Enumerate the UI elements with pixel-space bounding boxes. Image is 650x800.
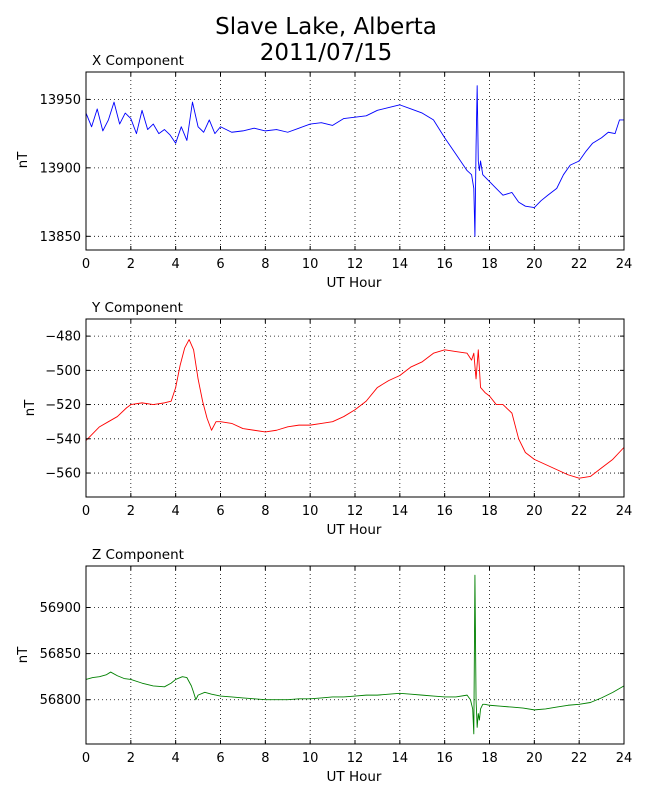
x-tick-label: 4	[172, 504, 180, 519]
x-tick-label: 22	[571, 751, 588, 766]
y-axis-label: nT	[15, 151, 31, 169]
x-tick-label: 10	[302, 751, 319, 766]
y-tick-label: 56800	[40, 693, 81, 708]
y-tick-label: 56850	[40, 647, 81, 662]
x-tick-label: 6	[216, 751, 224, 766]
x-tick-label: 8	[261, 504, 269, 519]
figure-title-line2: 2011/07/15	[260, 40, 393, 66]
x-tick-label: 18	[481, 257, 498, 272]
x-tick-label: 10	[302, 504, 319, 519]
y-axis-label: nT	[15, 646, 31, 664]
y-tick-label: −520	[45, 398, 81, 413]
x-tick-label: 14	[392, 751, 409, 766]
x-tick-label: 8	[261, 751, 269, 766]
x-tick-label: 12	[347, 751, 364, 766]
x-tick-label: 20	[526, 257, 543, 272]
series-line	[85, 85, 624, 237]
y-tick-label: 13850	[40, 230, 81, 245]
x-tick-label: 14	[392, 257, 409, 272]
series-line	[85, 574, 625, 735]
panel-title: Y Component	[91, 300, 183, 316]
z-component-panel: Z Component UT Hour nT 0 2 4 6 8 10 12 14 16 18 20…	[15, 547, 632, 785]
panel-title: Z Component	[92, 547, 184, 563]
x-axis-label: UT Hour	[327, 275, 382, 291]
y-component-panel: Y Component UT Hour nT 0 2 4 6 8 10 12 14 16 18 20…	[22, 300, 632, 538]
y-tick-label: −500	[45, 364, 81, 379]
y-tick-label: 13950	[40, 93, 81, 108]
x-tick-label: 4	[172, 257, 180, 272]
x-tick-label: 18	[481, 751, 498, 766]
x-tick-label: 22	[571, 504, 588, 519]
x-tick-label: 22	[571, 257, 588, 272]
y-tick-label: −540	[45, 432, 81, 447]
x-tick-label: 14	[392, 504, 409, 519]
series-line	[85, 339, 625, 479]
y-tick-label: 56900	[40, 601, 81, 616]
x-tick-label: 16	[436, 504, 453, 519]
y-tick-label: −560	[45, 467, 81, 482]
x-tick-label: 16	[436, 751, 453, 766]
x-tick-label: 8	[261, 257, 269, 272]
x-tick-label: 20	[526, 751, 543, 766]
x-tick-label: 24	[616, 751, 633, 766]
panel-title: X Component	[92, 53, 184, 69]
y-axis-label: nT	[22, 399, 38, 417]
x-component-panel: X Component UT Hour nT 0 2 4 6 8 10 12 14 16 18 20…	[15, 53, 632, 291]
x-tick-label: 0	[82, 257, 90, 272]
x-axis-label: UT Hour	[327, 522, 382, 538]
x-tick-label: 12	[347, 257, 364, 272]
x-tick-label: 24	[616, 504, 633, 519]
x-tick-label: 6	[216, 504, 224, 519]
x-tick-label: 4	[172, 751, 180, 766]
x-tick-label: 6	[216, 257, 224, 272]
x-tick-label: 2	[127, 257, 135, 272]
x-tick-label: 18	[481, 504, 498, 519]
x-tick-label: 12	[347, 504, 364, 519]
x-tick-label: 2	[127, 751, 135, 766]
x-tick-label: 24	[616, 257, 633, 272]
x-tick-label: 20	[526, 504, 543, 519]
x-axis-label: UT Hour	[327, 769, 382, 785]
y-tick-label: −480	[45, 330, 81, 345]
x-tick-label: 2	[127, 504, 135, 519]
figure-title-line1: Slave Lake, Alberta	[215, 14, 437, 40]
x-tick-label: 10	[302, 257, 319, 272]
x-tick-label: 0	[82, 751, 90, 766]
x-tick-label: 0	[82, 504, 90, 519]
x-tick-label: 16	[436, 257, 453, 272]
y-tick-label: 13900	[40, 161, 81, 176]
